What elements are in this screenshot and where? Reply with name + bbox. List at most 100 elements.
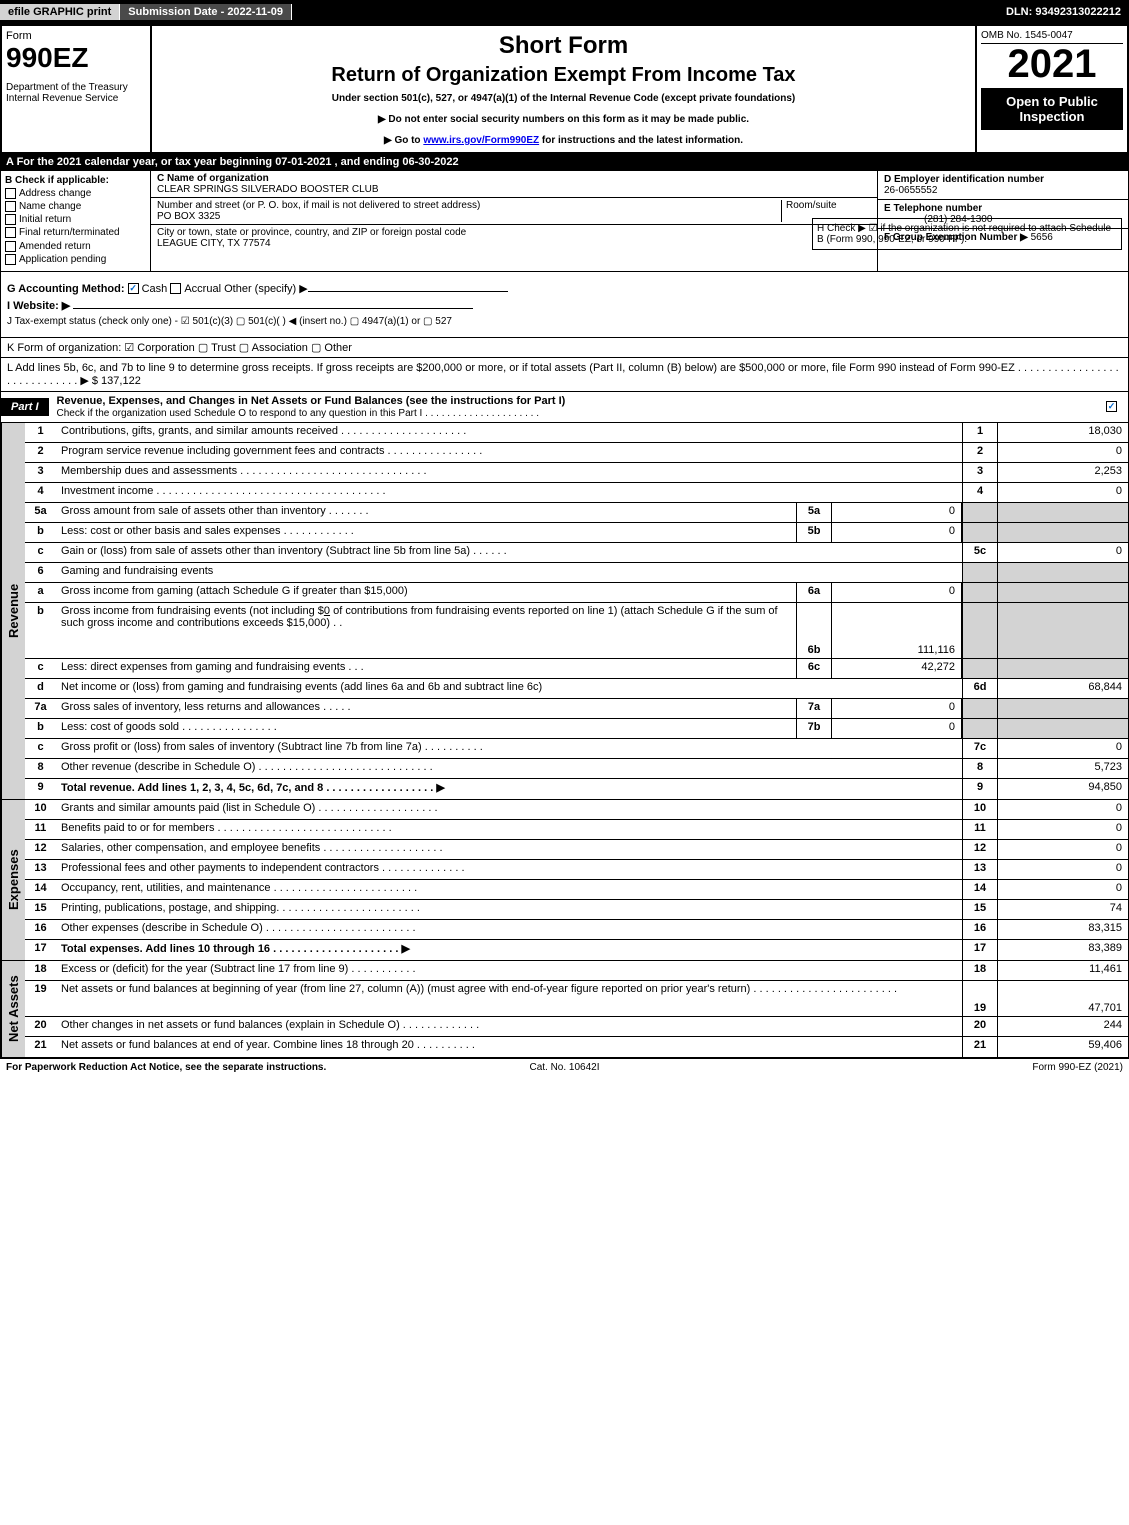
line-4-val: 0 [998, 483, 1128, 502]
checkbox-pending[interactable] [5, 254, 16, 265]
line-13-desc: Professional fees and other payments to … [57, 860, 962, 879]
dln-label: DLN: 93492313022212 [998, 4, 1129, 20]
line-11-val: 0 [998, 820, 1128, 839]
line-8-val: 5,723 [998, 759, 1128, 778]
row-a-tax-year: A For the 2021 calendar year, or tax yea… [0, 154, 1129, 170]
line-2-val: 0 [998, 443, 1128, 462]
line-5c-desc: Gain or (loss) from sale of assets other… [57, 543, 962, 562]
line-1-val: 18,030 [998, 423, 1128, 442]
line-20-val: 244 [998, 1017, 1128, 1036]
ein-label: D Employer identification number [884, 174, 1044, 185]
line-1-desc: Contributions, gifts, grants, and simila… [57, 423, 962, 442]
section-j: J Tax-exempt status (check only one) - ☑… [7, 316, 452, 327]
line-13-val: 0 [998, 860, 1128, 879]
title-return: Return of Organization Exempt From Incom… [158, 64, 969, 87]
instruction-ssn: ▶ Do not enter social security numbers o… [158, 114, 969, 125]
checkbox-initial-return[interactable] [5, 214, 16, 225]
line-7b-desc: Less: cost of goods sold . . . . . . . .… [57, 719, 796, 738]
netassets-section: Net Assets 18Excess or (deficit) for the… [0, 961, 1129, 1058]
line-21-val: 59,406 [998, 1037, 1128, 1057]
form-number: 990EZ [6, 42, 146, 74]
line-6b-subval: 111,116 [832, 603, 962, 658]
line-5b-subval: 0 [832, 523, 962, 542]
room-label: Room/suite [786, 200, 837, 211]
section-i-label: I Website: ▶ [7, 300, 70, 312]
org-name-label: C Name of organization [157, 173, 269, 184]
section-ghi: H Check ▶ ☑ if the organization is not r… [0, 272, 1129, 338]
line-6a-desc: Gross income from gaming (attach Schedul… [57, 583, 796, 602]
public-inspection-badge: Open to Public Inspection [981, 88, 1123, 130]
line-6-desc: Gaming and fundraising events [57, 563, 962, 582]
line-16-val: 83,315 [998, 920, 1128, 939]
line-6a-subval: 0 [832, 583, 962, 602]
line-10-val: 0 [998, 800, 1128, 819]
line-9-desc: Total revenue. Add lines 1, 2, 3, 4, 5c,… [57, 779, 962, 799]
line-14-val: 0 [998, 880, 1128, 899]
revenue-section: Revenue 1Contributions, gifts, grants, a… [0, 423, 1129, 800]
form-word: Form [6, 30, 146, 42]
checkbox-address-change[interactable] [5, 188, 16, 199]
section-h: H Check ▶ ☑ if the organization is not r… [812, 218, 1122, 250]
line-6b-desc: Gross income from fundraising events (no… [57, 603, 796, 658]
line-8-desc: Other revenue (describe in Schedule O) .… [57, 759, 962, 778]
line-3-val: 2,253 [998, 463, 1128, 482]
line-5b-desc: Less: cost or other basis and sales expe… [57, 523, 796, 542]
efile-label[interactable]: efile GRAPHIC print [0, 4, 120, 20]
checkbox-cash[interactable] [128, 283, 139, 294]
street-label: Number and street (or P. O. box, if mail… [157, 200, 480, 211]
line-7c-val: 0 [998, 739, 1128, 758]
checkbox-schedule-o[interactable] [1106, 401, 1117, 412]
line-3-desc: Membership dues and assessments . . . . … [57, 463, 962, 482]
expenses-label: Expenses [1, 800, 25, 960]
line-6c-desc: Less: direct expenses from gaming and fu… [57, 659, 796, 678]
line-18-val: 11,461 [998, 961, 1128, 980]
footer-center: Cat. No. 10642I [378, 1062, 750, 1073]
line-15-desc: Printing, publications, postage, and shi… [57, 900, 962, 919]
part1-title: Revenue, Expenses, and Changes in Net As… [57, 395, 566, 407]
line-12-val: 0 [998, 840, 1128, 859]
org-name: CLEAR SPRINGS SILVERADO BOOSTER CLUB [157, 184, 379, 195]
line-2-desc: Program service revenue including govern… [57, 443, 962, 462]
line-5a-desc: Gross amount from sale of assets other t… [57, 503, 796, 522]
phone-label: E Telephone number [884, 203, 982, 214]
instruction-website: ▶ Go to www.irs.gov/Form990EZ for instru… [158, 135, 969, 146]
irs-link[interactable]: www.irs.gov/Form990EZ [423, 135, 539, 146]
other-method-blank[interactable] [308, 291, 508, 292]
section-k: K Form of organization: ☑ Corporation ▢ … [0, 338, 1129, 358]
line-7b-subval: 0 [832, 719, 962, 738]
checkbox-accrual[interactable] [170, 283, 181, 294]
revenue-label: Revenue [1, 423, 25, 799]
line-21-desc: Net assets or fund balances at end of ye… [57, 1037, 962, 1057]
line-14-desc: Occupancy, rent, utilities, and maintena… [57, 880, 962, 899]
line-17-desc: Total expenses. Add lines 10 through 16 … [57, 940, 962, 960]
checkbox-amended[interactable] [5, 241, 16, 252]
street-value: PO BOX 3325 [157, 211, 220, 222]
expenses-section: Expenses 10Grants and similar amounts pa… [0, 800, 1129, 961]
line-20-desc: Other changes in net assets or fund bala… [57, 1017, 962, 1036]
website-blank[interactable] [73, 308, 473, 309]
line-7a-subval: 0 [832, 699, 962, 718]
part1-label: Part I [1, 398, 49, 416]
section-b-label: B Check if applicable: [5, 175, 146, 186]
line-7c-desc: Gross profit or (loss) from sales of inv… [57, 739, 962, 758]
line-12-desc: Salaries, other compensation, and employ… [57, 840, 962, 859]
line-19-desc: Net assets or fund balances at beginning… [57, 981, 962, 1016]
checkbox-name-change[interactable] [5, 201, 16, 212]
section-l: L Add lines 5b, 6c, and 7b to line 9 to … [0, 358, 1129, 392]
line-11-desc: Benefits paid to or for members . . . . … [57, 820, 962, 839]
line-19-val: 47,701 [998, 981, 1128, 1016]
gross-receipts: $ 137,122 [92, 375, 141, 387]
line-18-desc: Excess or (deficit) for the year (Subtra… [57, 961, 962, 980]
footer: For Paperwork Reduction Act Notice, see … [0, 1058, 1129, 1076]
line-6c-subval: 42,272 [832, 659, 962, 678]
form-header: Form 990EZ Department of the Treasury In… [0, 24, 1129, 154]
line-4-desc: Investment income . . . . . . . . . . . … [57, 483, 962, 502]
submission-date: Submission Date - 2022-11-09 [120, 4, 292, 20]
line-6d-val: 68,844 [998, 679, 1128, 698]
line-17-val: 83,389 [998, 940, 1128, 960]
checkbox-final-return[interactable] [5, 227, 16, 238]
part1-subtitle: Check if the organization used Schedule … [57, 408, 539, 419]
department-label: Department of the Treasury Internal Reve… [6, 82, 146, 104]
line-6d-desc: Net income or (loss) from gaming and fun… [57, 679, 962, 698]
section-g-label: G Accounting Method: [7, 283, 125, 295]
